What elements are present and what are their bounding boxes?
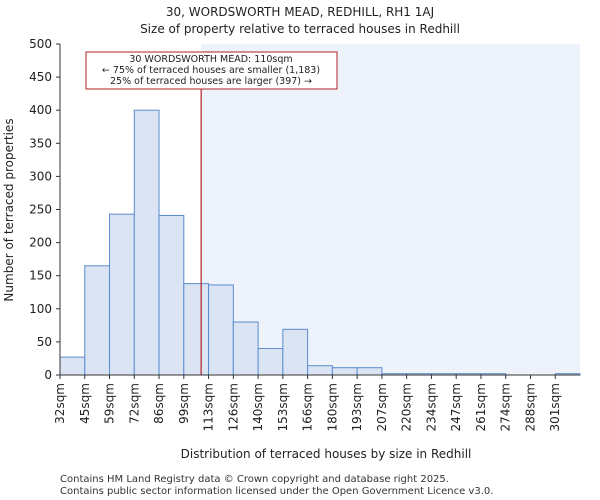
bar-140sqm bbox=[257, 348, 284, 376]
bar-126sqm bbox=[232, 321, 259, 376]
x-tick-label-193sqm: 193sqm bbox=[350, 383, 364, 431]
annotation-line-1: 30 WORDSWORTH MEAD: 110sqm bbox=[129, 54, 292, 65]
x-tick-label-247sqm: 247sqm bbox=[449, 383, 463, 431]
y-axis-label: Number of terraced properties bbox=[2, 118, 16, 301]
bar-153sqm bbox=[282, 328, 309, 376]
bar-166sqm bbox=[307, 365, 333, 376]
x-tick-label-153sqm: 153sqm bbox=[276, 383, 290, 431]
annotation-line-2: ← 75% of terraced houses are smaller (1,… bbox=[102, 65, 320, 76]
x-tick-label-59sqm: 59sqm bbox=[103, 383, 117, 424]
x-tick-label-126sqm: 126sqm bbox=[226, 383, 240, 431]
x-tick-label-180sqm: 180sqm bbox=[325, 383, 339, 431]
y-tick-label-350: 350 bbox=[29, 136, 52, 150]
x-tick-label-113sqm: 113sqm bbox=[202, 383, 216, 431]
bar-99sqm bbox=[183, 283, 210, 376]
x-tick-label-301sqm: 301sqm bbox=[548, 383, 562, 431]
x-tick-label-207sqm: 207sqm bbox=[375, 383, 389, 431]
y-tick-label-200: 200 bbox=[29, 236, 52, 250]
y-tick-label-0: 0 bbox=[44, 368, 52, 382]
x-axis-label: Distribution of terraced houses by size … bbox=[181, 447, 472, 461]
y-tick-label-500: 500 bbox=[29, 37, 52, 51]
y-tick-label-250: 250 bbox=[29, 203, 52, 217]
annotation-line-3: 25% of terraced houses are larger (397) … bbox=[110, 76, 312, 87]
x-tick-label-274sqm: 274sqm bbox=[499, 383, 513, 431]
x-tick-label-166sqm: 166sqm bbox=[301, 383, 315, 431]
x-tick-label-140sqm: 140sqm bbox=[251, 383, 265, 431]
footer-line-2: Contains public sector information licen… bbox=[60, 486, 493, 497]
y-tick-label-400: 400 bbox=[29, 103, 52, 117]
x-tick-label-220sqm: 220sqm bbox=[400, 383, 414, 431]
chart-title: 30, WORDSWORTH MEAD, REDHILL, RH1 1AJ bbox=[166, 5, 434, 19]
bar-72sqm bbox=[133, 109, 160, 376]
bar-32sqm bbox=[59, 356, 86, 376]
annotation-box: 30 WORDSWORTH MEAD: 110sqm ← 75% of terr… bbox=[85, 51, 338, 90]
x-tick-label-288sqm: 288sqm bbox=[523, 383, 537, 431]
bar-193sqm bbox=[356, 367, 383, 376]
y-tick-label-450: 450 bbox=[29, 70, 52, 84]
bar-180sqm bbox=[331, 367, 358, 376]
x-tick-label-234sqm: 234sqm bbox=[424, 383, 438, 431]
y-tick-label-150: 150 bbox=[29, 269, 52, 283]
bar-86sqm bbox=[158, 214, 185, 376]
highlight-region bbox=[201, 44, 580, 375]
y-tick-label-100: 100 bbox=[29, 302, 52, 316]
bar-59sqm bbox=[109, 213, 135, 376]
annotation-border bbox=[85, 51, 338, 90]
x-tick-label-45sqm: 45sqm bbox=[78, 383, 92, 424]
x-tick-label-261sqm: 261sqm bbox=[474, 383, 488, 431]
x-tick-label-99sqm: 99sqm bbox=[177, 383, 191, 424]
chart-subtitle: Size of property relative to terraced ho… bbox=[140, 22, 460, 36]
x-tick-label-32sqm: 32sqm bbox=[53, 383, 67, 424]
bar-45sqm bbox=[84, 265, 111, 376]
bar-113sqm bbox=[208, 284, 234, 376]
y-tick-label-300: 300 bbox=[29, 169, 52, 183]
x-tick-label-72sqm: 72sqm bbox=[127, 383, 141, 424]
x-tick-label-86sqm: 86sqm bbox=[152, 383, 166, 424]
y-tick-label-50: 50 bbox=[37, 335, 52, 349]
footer-line-1: Contains HM Land Registry data © Crown c… bbox=[60, 474, 449, 485]
